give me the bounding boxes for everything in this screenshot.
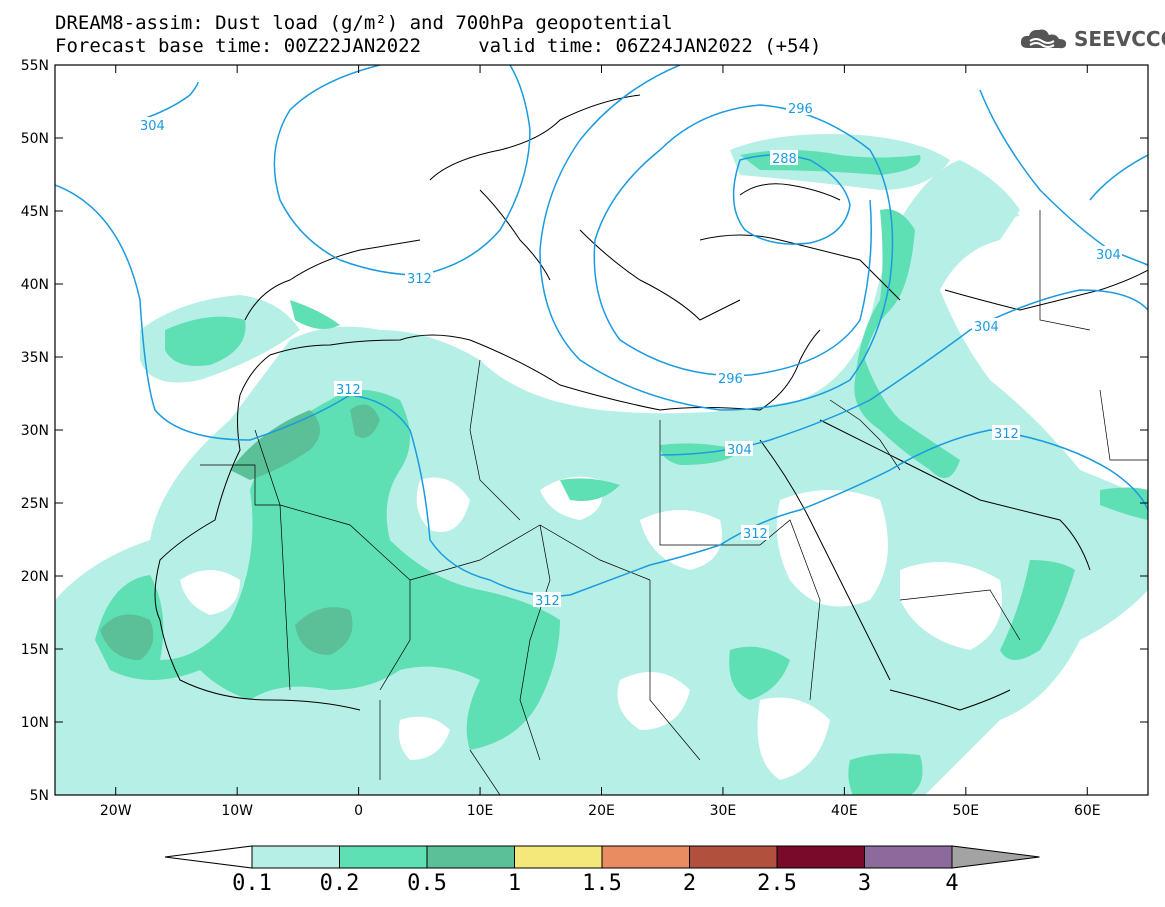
colorbar-label: 0.5	[407, 871, 447, 896]
colorbar-swatch	[339, 845, 428, 869]
colorbar-label: 2.5	[757, 871, 797, 896]
lat-tick-label: 30N	[21, 423, 49, 439]
colorbar-label: 1.5	[582, 871, 622, 896]
lon-tick-label: 20W	[100, 803, 132, 819]
colorbar-label: 1	[508, 871, 521, 896]
contour-label: 288	[772, 152, 797, 167]
cloud-icon	[1020, 29, 1067, 49]
colorbar-swatch	[776, 845, 865, 869]
lon-tick-label: 20E	[588, 803, 615, 819]
lat-tick-label: 20N	[21, 569, 49, 585]
lat-tick-label: 10N	[21, 715, 49, 731]
contour-label: 312	[336, 383, 361, 398]
longitude-axis: 20W 10W 0 10E 20E 30E 40E 50E 60E	[100, 65, 1101, 819]
logo-text: SEEVCCC	[1074, 27, 1165, 51]
colorbar-over-arrow	[951, 845, 1040, 869]
lat-tick-label: 55N	[21, 58, 49, 74]
colorbar-label: 3	[858, 871, 871, 896]
lat-tick-label: 40N	[21, 277, 49, 293]
map-plot-area: 304 296 288 312 304 304 296 304 312 312 …	[55, 65, 1148, 795]
dust-shading-dark	[100, 404, 380, 660]
lat-tick-label: 15N	[21, 642, 49, 658]
lon-tick-label: 30E	[710, 803, 737, 819]
contour-labels: 304 296 288 312 304 304 296 304 312 312 …	[138, 100, 1122, 609]
contour-label: 304	[727, 443, 752, 458]
contour-label: 312	[994, 427, 1019, 442]
contour-label: 312	[407, 272, 432, 287]
colorbar: 0.1 0.2 0.5 1 1.5 2 2.5 3 4	[164, 845, 1040, 896]
contour-label: 304	[974, 320, 999, 335]
lat-tick-label: 25N	[21, 496, 49, 512]
colorbar-swatch	[251, 845, 340, 869]
colorbar-label: 4	[945, 871, 958, 896]
lat-tick-label: 35N	[21, 350, 49, 366]
lon-tick-label: 0	[354, 803, 363, 819]
colorbar-swatch	[601, 845, 690, 869]
contour-label: 296	[718, 372, 743, 387]
contour-label: 312	[743, 527, 768, 542]
contour-label: 312	[535, 594, 560, 609]
map-title: DREAM8-assim: Dust load (g/m²) and 700hP…	[55, 12, 673, 34]
colorbar-label: 2	[683, 871, 696, 896]
lon-tick-label: 10W	[221, 803, 253, 819]
geopotential-contours	[55, 65, 1148, 597]
lat-tick-label: 5N	[30, 788, 49, 804]
forecast-time-subtitle: Forecast base time: 00Z22JAN2022 valid t…	[55, 35, 822, 57]
colorbar-swatch	[864, 845, 953, 869]
lat-tick-label: 45N	[21, 204, 49, 220]
coastlines	[154, 94, 1148, 711]
contour-label: 304	[1096, 248, 1121, 263]
colorbar-label: 0.1	[232, 871, 272, 896]
seevccc-logo: SEEVCCC	[1018, 26, 1165, 52]
lon-tick-label: 10E	[467, 803, 494, 819]
lon-tick-label: 40E	[831, 803, 858, 819]
colorbar-swatch	[514, 845, 603, 869]
lat-tick-label: 50N	[21, 131, 49, 147]
latitude-axis: 55N 50N 45N 40N 35N 30N 25N 20N 15N 10N 5N	[21, 58, 1148, 804]
colorbar-label: 0.2	[320, 871, 360, 896]
colorbar-swatch	[689, 845, 778, 869]
lon-tick-label: 50E	[952, 803, 979, 819]
lon-tick-label: 60E	[1074, 803, 1101, 819]
colorbar-swatch	[426, 845, 515, 869]
colorbar-under-arrow	[164, 845, 253, 869]
contour-label: 296	[788, 102, 813, 117]
contour-label: 304	[140, 119, 165, 134]
